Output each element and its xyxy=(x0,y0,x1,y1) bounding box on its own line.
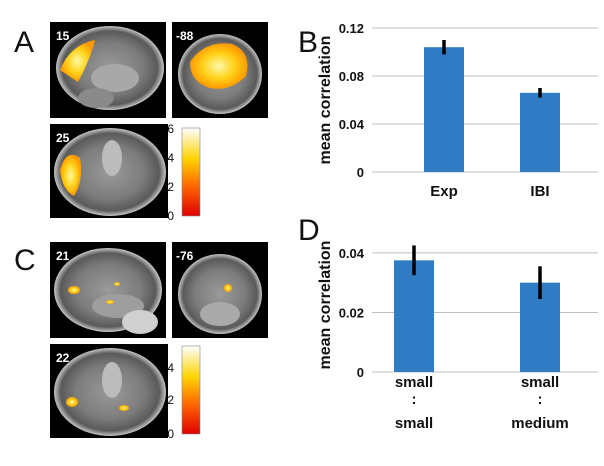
y-tick-label: 0.12 xyxy=(339,21,364,36)
colorbar-tick: 2 xyxy=(167,393,174,407)
y-tick-label: 0.02 xyxy=(339,305,364,320)
slice-label: 22 xyxy=(56,351,70,365)
y-tick-label: 0.04 xyxy=(339,117,365,132)
x-category-label: IBI xyxy=(530,183,549,200)
panel-letter-c: C xyxy=(14,244,36,277)
colorbar-a: 6 4 2 0 xyxy=(167,122,201,223)
brain-slice-c1: 21 xyxy=(50,242,166,338)
panel-letter-d: D xyxy=(298,214,320,247)
brain-slice-c2: -76 xyxy=(172,242,268,338)
x-category-label: small xyxy=(395,415,433,432)
colorbar-tick: 2 xyxy=(167,180,174,194)
activation-blob xyxy=(119,405,129,411)
x-category-label: Exp xyxy=(430,183,458,200)
slice-label: 25 xyxy=(56,131,70,145)
colorbar-tick: 6 xyxy=(167,122,174,136)
brain-slice-a2: -88 xyxy=(172,22,268,118)
colorbar-tick: 4 xyxy=(167,361,174,375)
y-axis-label: mean correlation xyxy=(317,36,334,165)
colorbar-tick: 4 xyxy=(167,151,174,165)
slice-label: 21 xyxy=(56,249,70,263)
brain-slice-c3: 22 xyxy=(50,344,168,438)
activation-blob xyxy=(60,154,82,196)
activation-blob xyxy=(66,397,78,407)
panel-letter-b: B xyxy=(298,26,318,59)
activation-blob xyxy=(114,282,120,286)
colorbar-c: 4 2 0 xyxy=(167,345,201,441)
x-category-label: : xyxy=(412,391,417,408)
activation-blob xyxy=(106,300,114,304)
colorbar-tick: 0 xyxy=(167,209,174,223)
colorbar-tick: 0 xyxy=(167,427,174,441)
y-axis-label: mean correlation xyxy=(317,241,334,370)
brain-slice-a3: 25 xyxy=(50,124,168,218)
slice-label: -88 xyxy=(176,29,194,43)
brain-slice-a1: 15 xyxy=(50,22,166,118)
bar xyxy=(394,260,434,372)
activation-blob xyxy=(68,286,80,294)
bar xyxy=(424,47,464,173)
x-category-label: : xyxy=(538,391,543,408)
y-tick-label: 0 xyxy=(357,165,364,180)
x-category-label: medium xyxy=(511,415,569,432)
activation-blob xyxy=(60,40,95,82)
y-tick-label: 0 xyxy=(357,365,364,380)
x-category-label: small xyxy=(395,374,433,391)
x-category-label: small xyxy=(521,374,559,391)
panel-letter-a: A xyxy=(14,26,34,59)
y-tick-label: 0.08 xyxy=(339,69,364,84)
slice-label: 15 xyxy=(56,29,70,43)
activation-blob xyxy=(224,284,232,292)
chart-b: 0 0.04 0.08 0.12 mean correlation Exp IBI xyxy=(317,21,598,200)
bar xyxy=(520,92,560,172)
y-tick-label: 0.04 xyxy=(339,246,365,261)
activation-blob xyxy=(190,43,248,89)
slice-label: -76 xyxy=(176,249,194,263)
